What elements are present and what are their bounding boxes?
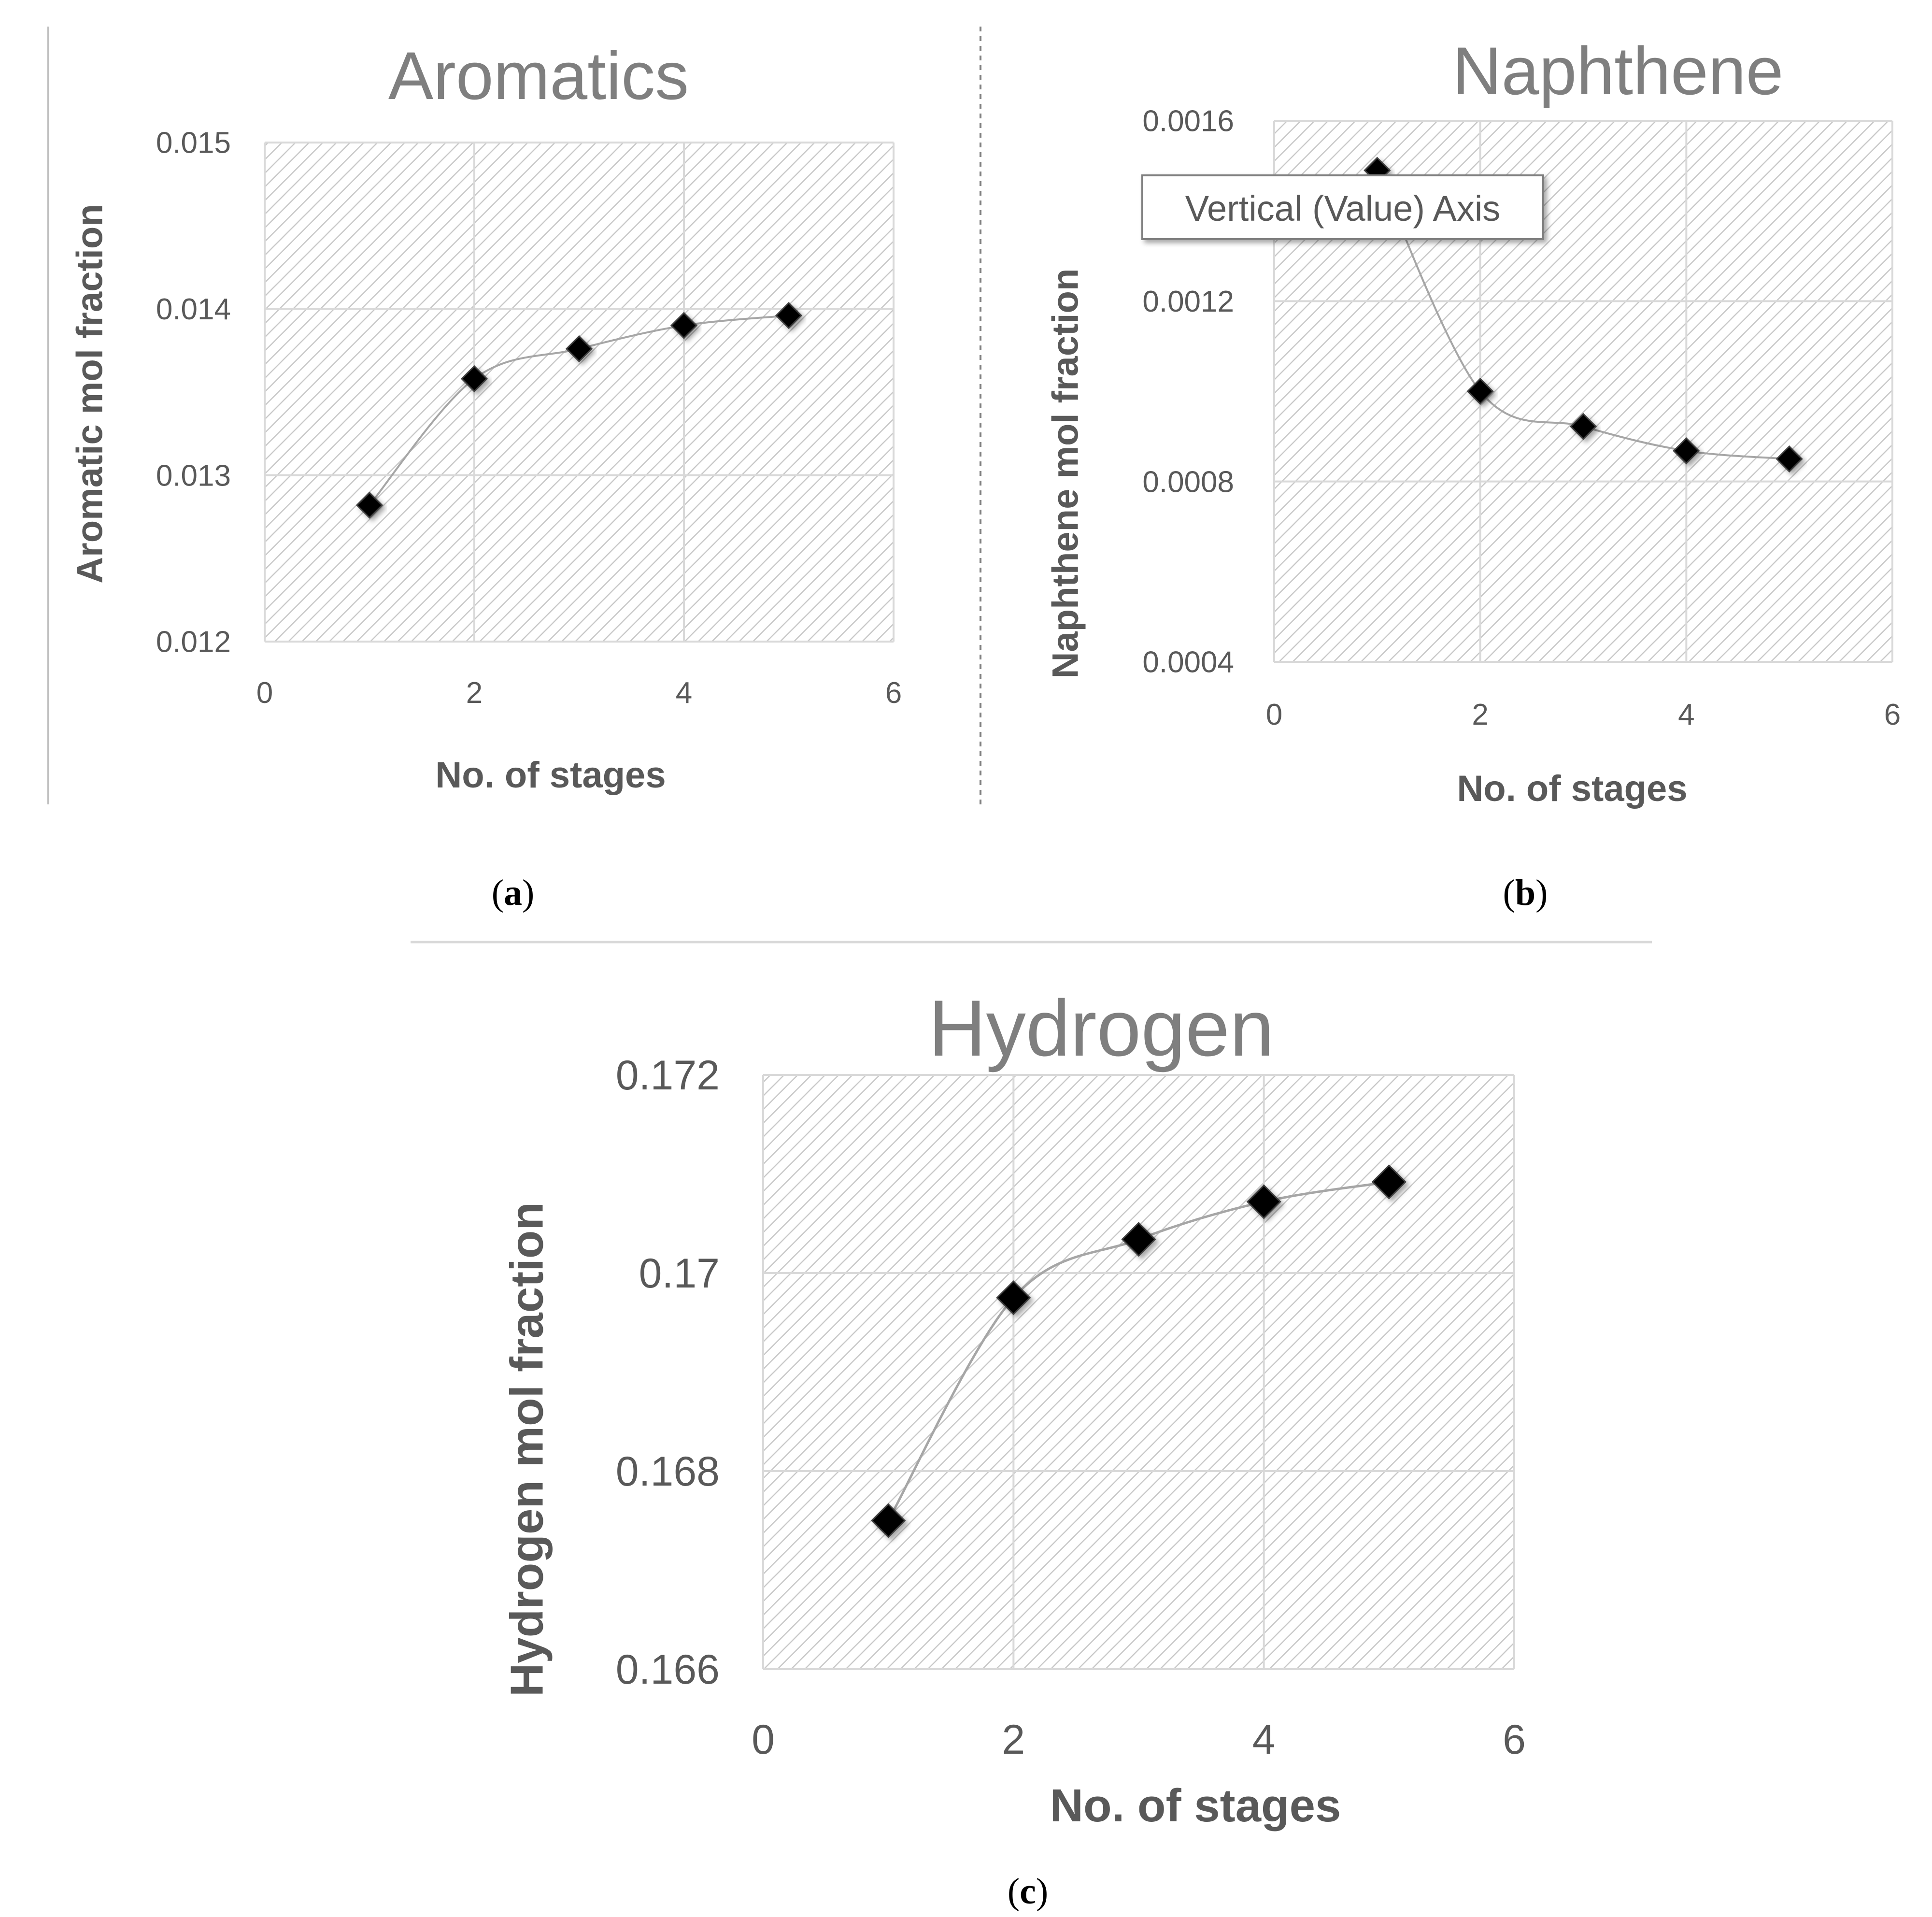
x-tick-label: 4: [1678, 698, 1694, 731]
caption-b: (b): [1503, 873, 1548, 913]
chart-title: Naphthene: [1452, 33, 1783, 109]
y-axis-label: Naphthene mol fraction: [1045, 269, 1086, 679]
y-tick-label: 0.015: [156, 127, 231, 160]
x-axis-label: No. of stages: [1050, 1780, 1341, 1831]
y-tick-label: 0.0008: [1142, 465, 1234, 499]
y-tick-label: 0.0016: [1142, 105, 1234, 138]
figure: Aromatics 0.012 0.013 0.014 0.015 0 2 4 6 No. of …: [0, 0, 1932, 1917]
x-tick-label: 0: [256, 676, 273, 710]
x-tick-label: 2: [1002, 1717, 1025, 1763]
x-tick-label: 4: [676, 676, 692, 710]
y-axis-label: Hydrogen mol fraction: [501, 1202, 553, 1697]
y-tick-label: 0.014: [156, 293, 231, 326]
x-tick-label: 0: [752, 1717, 775, 1763]
chart-naphthene: Naphthene 0.0004 0.0008 0.0012 0.0016 0 2 4 6 No.…: [1045, 33, 1901, 809]
plot-area: [265, 143, 894, 642]
x-tick-label: 6: [885, 676, 902, 710]
x-tick-label: 2: [466, 676, 483, 710]
caption-c: (c): [1008, 1871, 1048, 1912]
y-tick-label: 0.0012: [1142, 285, 1234, 318]
y-axis-label: Aromatic mol fraction: [70, 204, 111, 583]
y-tick-label: 0.013: [156, 459, 231, 492]
x-tick-label: 2: [1472, 698, 1488, 731]
chart-hydrogen: Hydrogen 0.166 0.168 0.17 0.172 0 2 4 6 No. of st…: [501, 984, 1526, 1831]
x-tick-label: 6: [1884, 698, 1901, 731]
y-tick-label: 0.172: [616, 1052, 720, 1099]
x-tick-label: 6: [1503, 1717, 1526, 1763]
x-axis-label: No. of stages: [1457, 768, 1687, 809]
y-tick-label: 0.17: [639, 1250, 720, 1297]
chart-aromatics: Aromatics 0.012 0.013 0.014 0.015 0 2 4 6 No. of …: [70, 38, 902, 796]
plot-area: [763, 1075, 1514, 1669]
x-axis-label: No. of stages: [435, 755, 666, 796]
y-tick-label: 0.0004: [1142, 646, 1234, 679]
chart-title: Hydrogen: [928, 984, 1274, 1073]
y-tick-label: 0.166: [616, 1646, 720, 1693]
chart-title: Aromatics: [388, 38, 689, 114]
x-tick-label: 0: [1266, 698, 1282, 731]
caption-a: (a): [492, 873, 535, 913]
x-tick-label: 4: [1252, 1717, 1276, 1763]
y-tick-label: 0.012: [156, 626, 231, 659]
tooltip-text: Vertical (Value) Axis: [1185, 188, 1501, 229]
y-tick-label: 0.168: [616, 1448, 720, 1495]
